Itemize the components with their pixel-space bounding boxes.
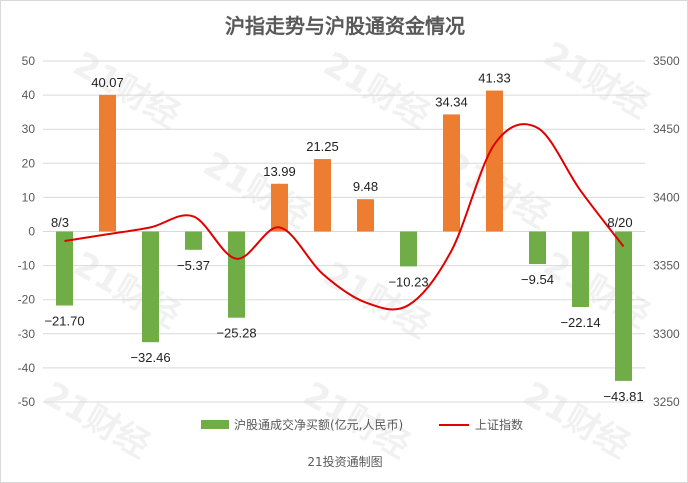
right-tick-label: 3500 bbox=[653, 54, 680, 68]
bar-8/17 bbox=[486, 90, 503, 232]
bar-8/19 bbox=[572, 231, 589, 307]
bar-8/4 bbox=[99, 94, 116, 232]
bar-8/18 bbox=[529, 231, 546, 265]
footer-credit: 21投资通制图 bbox=[307, 454, 382, 469]
legend-bar-label: 沪股通成交净买额(亿元,人民币) bbox=[234, 417, 403, 432]
data-label: −5.37 bbox=[177, 258, 210, 273]
data-label: −25.28 bbox=[216, 326, 256, 341]
left-axis: 50 40 30 20 10 0 -10 -20 -30 -40 -50 bbox=[18, 54, 36, 409]
data-label: 40.07 bbox=[91, 75, 124, 90]
watermark-text: 21财经 bbox=[317, 254, 437, 346]
right-tick-label: 3400 bbox=[653, 190, 680, 204]
data-label: 13.99 bbox=[263, 164, 296, 179]
left-tick-label: -30 bbox=[18, 327, 36, 341]
data-label: 21.25 bbox=[306, 139, 339, 154]
left-tick-label: 20 bbox=[22, 156, 36, 170]
legend-line-label: 上证指数 bbox=[475, 417, 523, 432]
data-label: −21.70 bbox=[44, 313, 84, 328]
watermark-text: 21财经 bbox=[197, 144, 317, 236]
bar-8/10 bbox=[271, 183, 288, 232]
left-tick-label: -20 bbox=[18, 293, 36, 307]
line-series-shanghai-index bbox=[64, 123, 625, 311]
left-tick-label: 30 bbox=[22, 122, 36, 136]
bar-8/6 bbox=[185, 231, 202, 250]
left-tick-label: 50 bbox=[22, 54, 36, 68]
left-tick-label: -50 bbox=[18, 395, 36, 409]
chart-title: 沪指走势与沪股通资金情况 bbox=[225, 14, 465, 38]
right-tick-label: 3450 bbox=[653, 122, 680, 136]
watermark-text: 21财经 bbox=[537, 34, 657, 126]
watermark-text: 21财经 bbox=[37, 374, 157, 466]
data-label: −22.14 bbox=[560, 315, 600, 330]
bar-8/20 bbox=[615, 231, 632, 381]
right-axis: 3500 3450 3400 3350 3300 3250 bbox=[653, 54, 680, 409]
data-label: 34.34 bbox=[435, 94, 468, 109]
watermark-text: 21财经 bbox=[67, 44, 187, 136]
data-label: 41.33 bbox=[478, 71, 511, 86]
bar-8/3 bbox=[56, 231, 73, 306]
data-label: −10.23 bbox=[388, 274, 428, 289]
last-date-label: 8/20 bbox=[607, 215, 632, 230]
legend: 沪股通成交净买额(亿元,人民币) 上证指数 bbox=[201, 417, 523, 432]
bar-8/11 bbox=[314, 159, 331, 232]
data-label: 9.48 bbox=[353, 179, 378, 194]
right-tick-label: 3250 bbox=[653, 395, 680, 409]
data-labels: −21.70 40.07 −32.46 −5.37 −25.28 13.99 21.25 9.… bbox=[44, 71, 643, 404]
first-date-label: 8/3 bbox=[51, 215, 69, 230]
right-tick-label: 3350 bbox=[653, 259, 680, 273]
left-tick-label: 0 bbox=[28, 225, 35, 239]
bar-8/5 bbox=[142, 231, 159, 343]
left-tick-label: 40 bbox=[22, 88, 36, 102]
data-label: −32.46 bbox=[130, 350, 170, 365]
bar-8/14 bbox=[443, 114, 460, 232]
data-label: −9.54 bbox=[521, 272, 554, 287]
right-tick-label: 3300 bbox=[653, 327, 680, 341]
left-tick-label: 10 bbox=[22, 190, 36, 204]
bar-8/7 bbox=[228, 231, 245, 318]
legend-bar-swatch bbox=[201, 420, 229, 429]
bar-8/13 bbox=[400, 231, 417, 267]
left-tick-label: -40 bbox=[18, 361, 36, 375]
watermark-text: 21财经 bbox=[317, 44, 437, 136]
left-tick-label: -10 bbox=[18, 259, 36, 273]
data-label: −43.81 bbox=[603, 389, 643, 404]
bar-series bbox=[56, 90, 632, 381]
bar-8/12 bbox=[357, 199, 374, 232]
